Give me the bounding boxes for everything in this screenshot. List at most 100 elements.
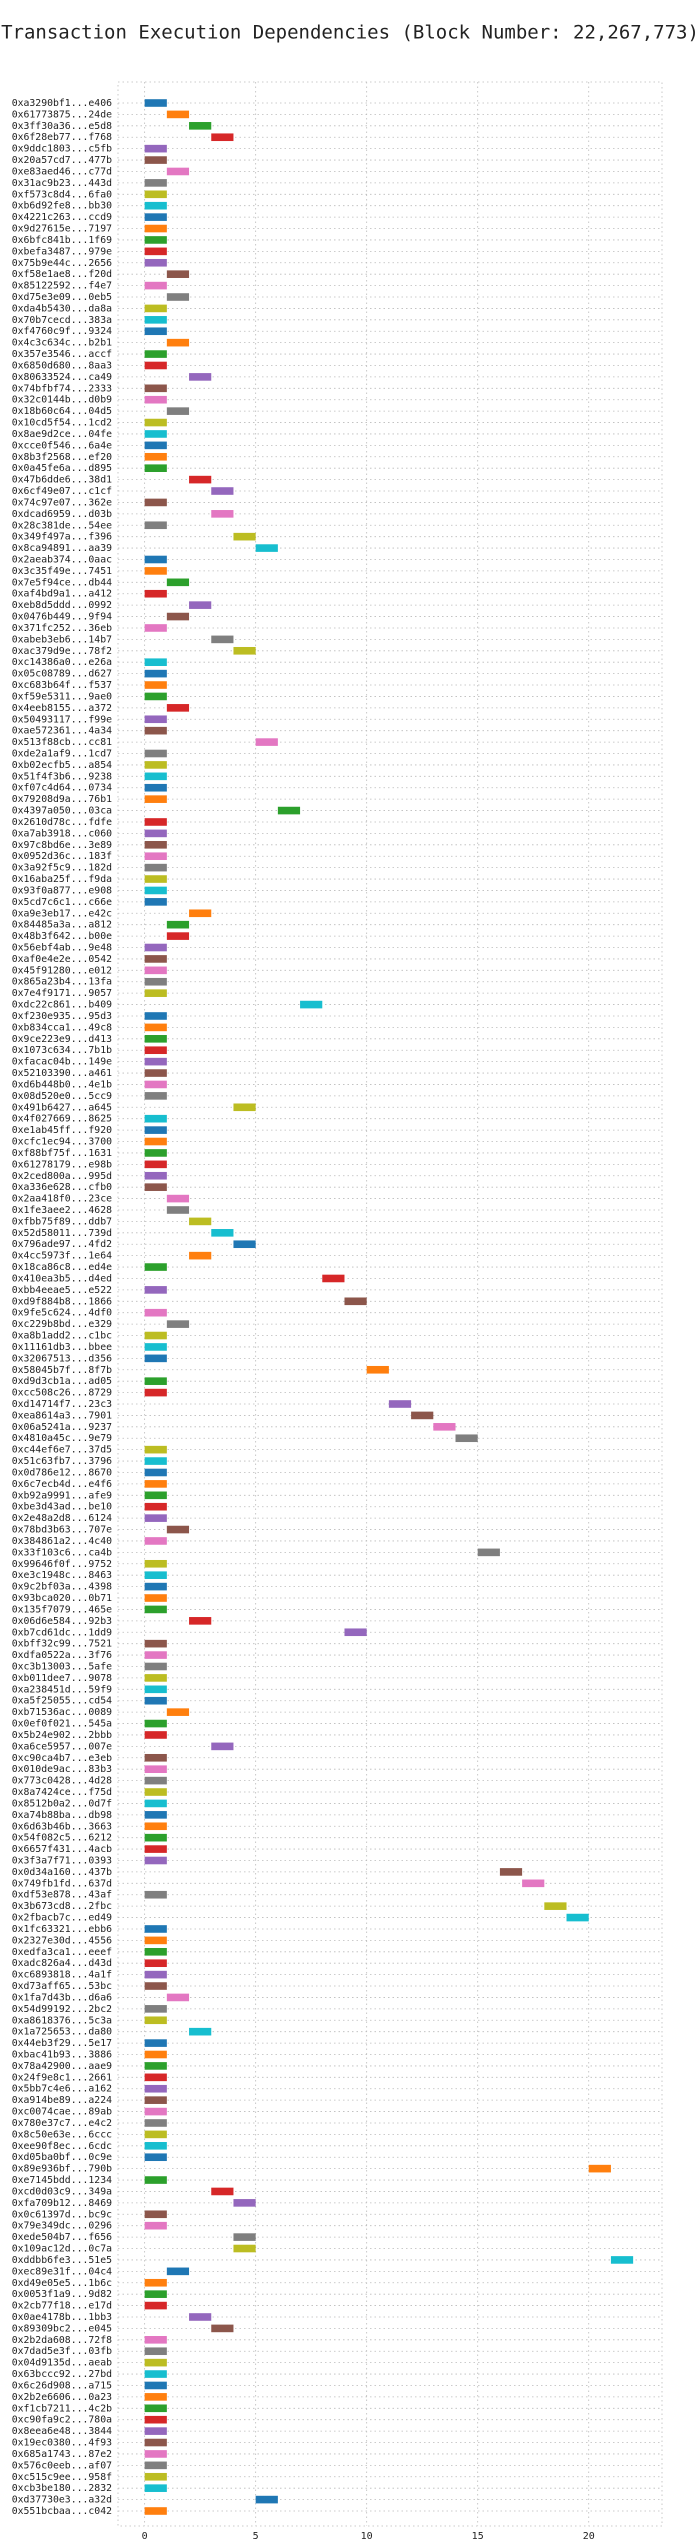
- y-tick-label: 0xd14714f7...23c3: [12, 1399, 112, 1410]
- bar: [144, 1445, 167, 1454]
- bar: [144, 1012, 167, 1020]
- bar: [189, 1217, 212, 1226]
- y-tick-label: 0x6c26d908...a715: [12, 2380, 112, 2391]
- bar: [144, 441, 167, 450]
- y-tick-label: 0x2610d78c...fdfe: [12, 817, 112, 828]
- y-tick-label: 0x0476b449...9f94: [12, 612, 112, 623]
- y-tick-label: 0x0053f1a9...9d82: [12, 2289, 112, 2300]
- y-tick-label: 0x8ca94891...aa39: [12, 543, 112, 554]
- bar: [189, 122, 212, 130]
- y-tick-label: 0x6bfc841b...1f69: [12, 235, 112, 246]
- y-tick-label: 0xcd0d03c9...349a: [12, 2186, 112, 2197]
- y-tick-label: 0x79e349dc...0296: [12, 2221, 112, 2232]
- y-tick-label: 0xcfc1ec94...3700: [12, 1137, 112, 1148]
- bar: [233, 2244, 256, 2253]
- y-tick-label: 0xb6d92fe8...bb30: [12, 201, 112, 212]
- bar: [144, 977, 167, 986]
- bar: [144, 966, 167, 975]
- bar: [144, 1080, 167, 1089]
- bar: [144, 2347, 167, 2356]
- bar: [144, 1651, 167, 1659]
- y-tick-label: 0x70b7cecd...383a: [12, 315, 112, 326]
- y-tick-label: 0x9c2bf03a...4398: [12, 1582, 112, 1593]
- bar: [144, 281, 167, 290]
- bar: [522, 1879, 545, 1888]
- bar: [610, 2256, 634, 2264]
- bar: [189, 373, 212, 381]
- y-tick-label: 0x33f103c6...ca4b: [12, 1547, 112, 1558]
- y-tick-label: 0x2aeab374...0aac: [12, 554, 112, 565]
- y-tick-label: 0xaf0e4e2e...0542: [12, 954, 112, 965]
- bar: [144, 1947, 167, 1956]
- bar: [211, 1229, 234, 1237]
- y-tick-label: 0x51c63fb7...3796: [12, 1456, 112, 1467]
- bar: [144, 772, 167, 781]
- bar: [144, 1582, 167, 1591]
- bar: [433, 1423, 456, 1431]
- y-tick-label: 0xf1cb7211...4c2b: [12, 2403, 112, 2414]
- y-tick-label: 0x0ae4178b...1bb3: [12, 2312, 112, 2323]
- y-tick-label: 0x24f9e8c1...2661: [12, 2072, 112, 2083]
- y-tick-label: 0xa8618376...5c3a: [12, 2015, 112, 2026]
- bar: [144, 2278, 167, 2287]
- y-tick-label: 0x349f497a...f396: [12, 532, 112, 543]
- y-tick-label: 0x52d58011...739d: [12, 1228, 112, 1239]
- bar: [144, 1046, 167, 1055]
- y-tick-label: 0x551bcbaa...c042: [12, 2506, 112, 2517]
- y-tick-label: 0x6cf49e07...c1cf: [12, 486, 112, 497]
- bar: [388, 1400, 412, 1408]
- y-tick-label: 0x410ea3b5...d4ed: [12, 1273, 112, 1284]
- bar: [144, 2153, 167, 2162]
- y-tick-label: 0xc90ca4b7...e3eb: [12, 1753, 112, 1764]
- bar: [144, 2427, 167, 2435]
- y-tick-label: 0xfbb75f89...ddb7: [12, 1216, 112, 1227]
- bar: [144, 681, 167, 689]
- y-tick-label: 0x6c7ecb4d...e4f6: [12, 1479, 112, 1490]
- bar: [211, 487, 234, 495]
- bar: [144, 1970, 167, 1979]
- y-tick-label: 0x31ac9b23...443d: [12, 178, 112, 189]
- y-tick-label: 0x93f0a877...e908: [12, 885, 112, 896]
- bar: [144, 2073, 167, 2082]
- y-tick-label: 0x0d786e12...8670: [12, 1467, 112, 1478]
- y-tick-label: 0x8a7424ce...f75d: [12, 1787, 112, 1798]
- bar: [144, 1149, 167, 1157]
- bar: [144, 1263, 167, 1271]
- y-tick-label: 0x6f28eb77...f768: [12, 132, 112, 143]
- y-tick-label: 0xb7cd61dc...1dd9: [12, 1627, 112, 1638]
- bar: [144, 875, 167, 883]
- bar: [144, 2130, 167, 2139]
- y-tick-label: 0x9ddc1803...c5fb: [12, 144, 112, 155]
- bar: [189, 909, 212, 918]
- bar: [144, 2142, 167, 2150]
- y-tick-label: 0xbff32c99...7521: [12, 1639, 112, 1650]
- y-tick-label: 0xae572361...4a34: [12, 726, 112, 737]
- bar: [144, 2119, 167, 2127]
- bar: [144, 316, 167, 324]
- bar: [189, 2313, 212, 2321]
- y-tick-label: 0xc6893818...4a1f: [12, 1970, 112, 1981]
- bar: [144, 1696, 167, 1705]
- x-tick-label: 20: [583, 2531, 595, 2542]
- bar: [144, 2301, 167, 2310]
- y-tick-label: 0xf88bf75f...1631: [12, 1148, 112, 1159]
- bar: [144, 989, 167, 997]
- y-tick-label: 0xb71536ac...0089: [12, 1707, 112, 1718]
- y-tick-label: 0x32067513...d356: [12, 1353, 112, 1364]
- bar: [144, 2358, 167, 2367]
- bar: [189, 475, 212, 484]
- bar: [300, 1000, 323, 1009]
- y-tick-label: 0x06d6e584...92b3: [12, 1616, 112, 1627]
- bar: [144, 2370, 167, 2378]
- bar: [211, 2187, 234, 2196]
- y-tick-label: 0x749fb1fd...637d: [12, 1878, 112, 1889]
- y-tick-label: 0x4eeb8155...a372: [12, 703, 112, 714]
- y-tick-label: 0x47b6dde6...38d1: [12, 475, 112, 486]
- y-tick-label: 0x2e48a2d8...6124: [12, 1513, 112, 1524]
- y-tick-label: 0xfacac04b...149e: [12, 1057, 112, 1068]
- y-tick-label: 0x9d27615e...7197: [12, 224, 112, 235]
- bar: [211, 133, 234, 142]
- bar: [166, 2267, 190, 2276]
- bar: [144, 692, 167, 701]
- bar: [455, 1434, 478, 1443]
